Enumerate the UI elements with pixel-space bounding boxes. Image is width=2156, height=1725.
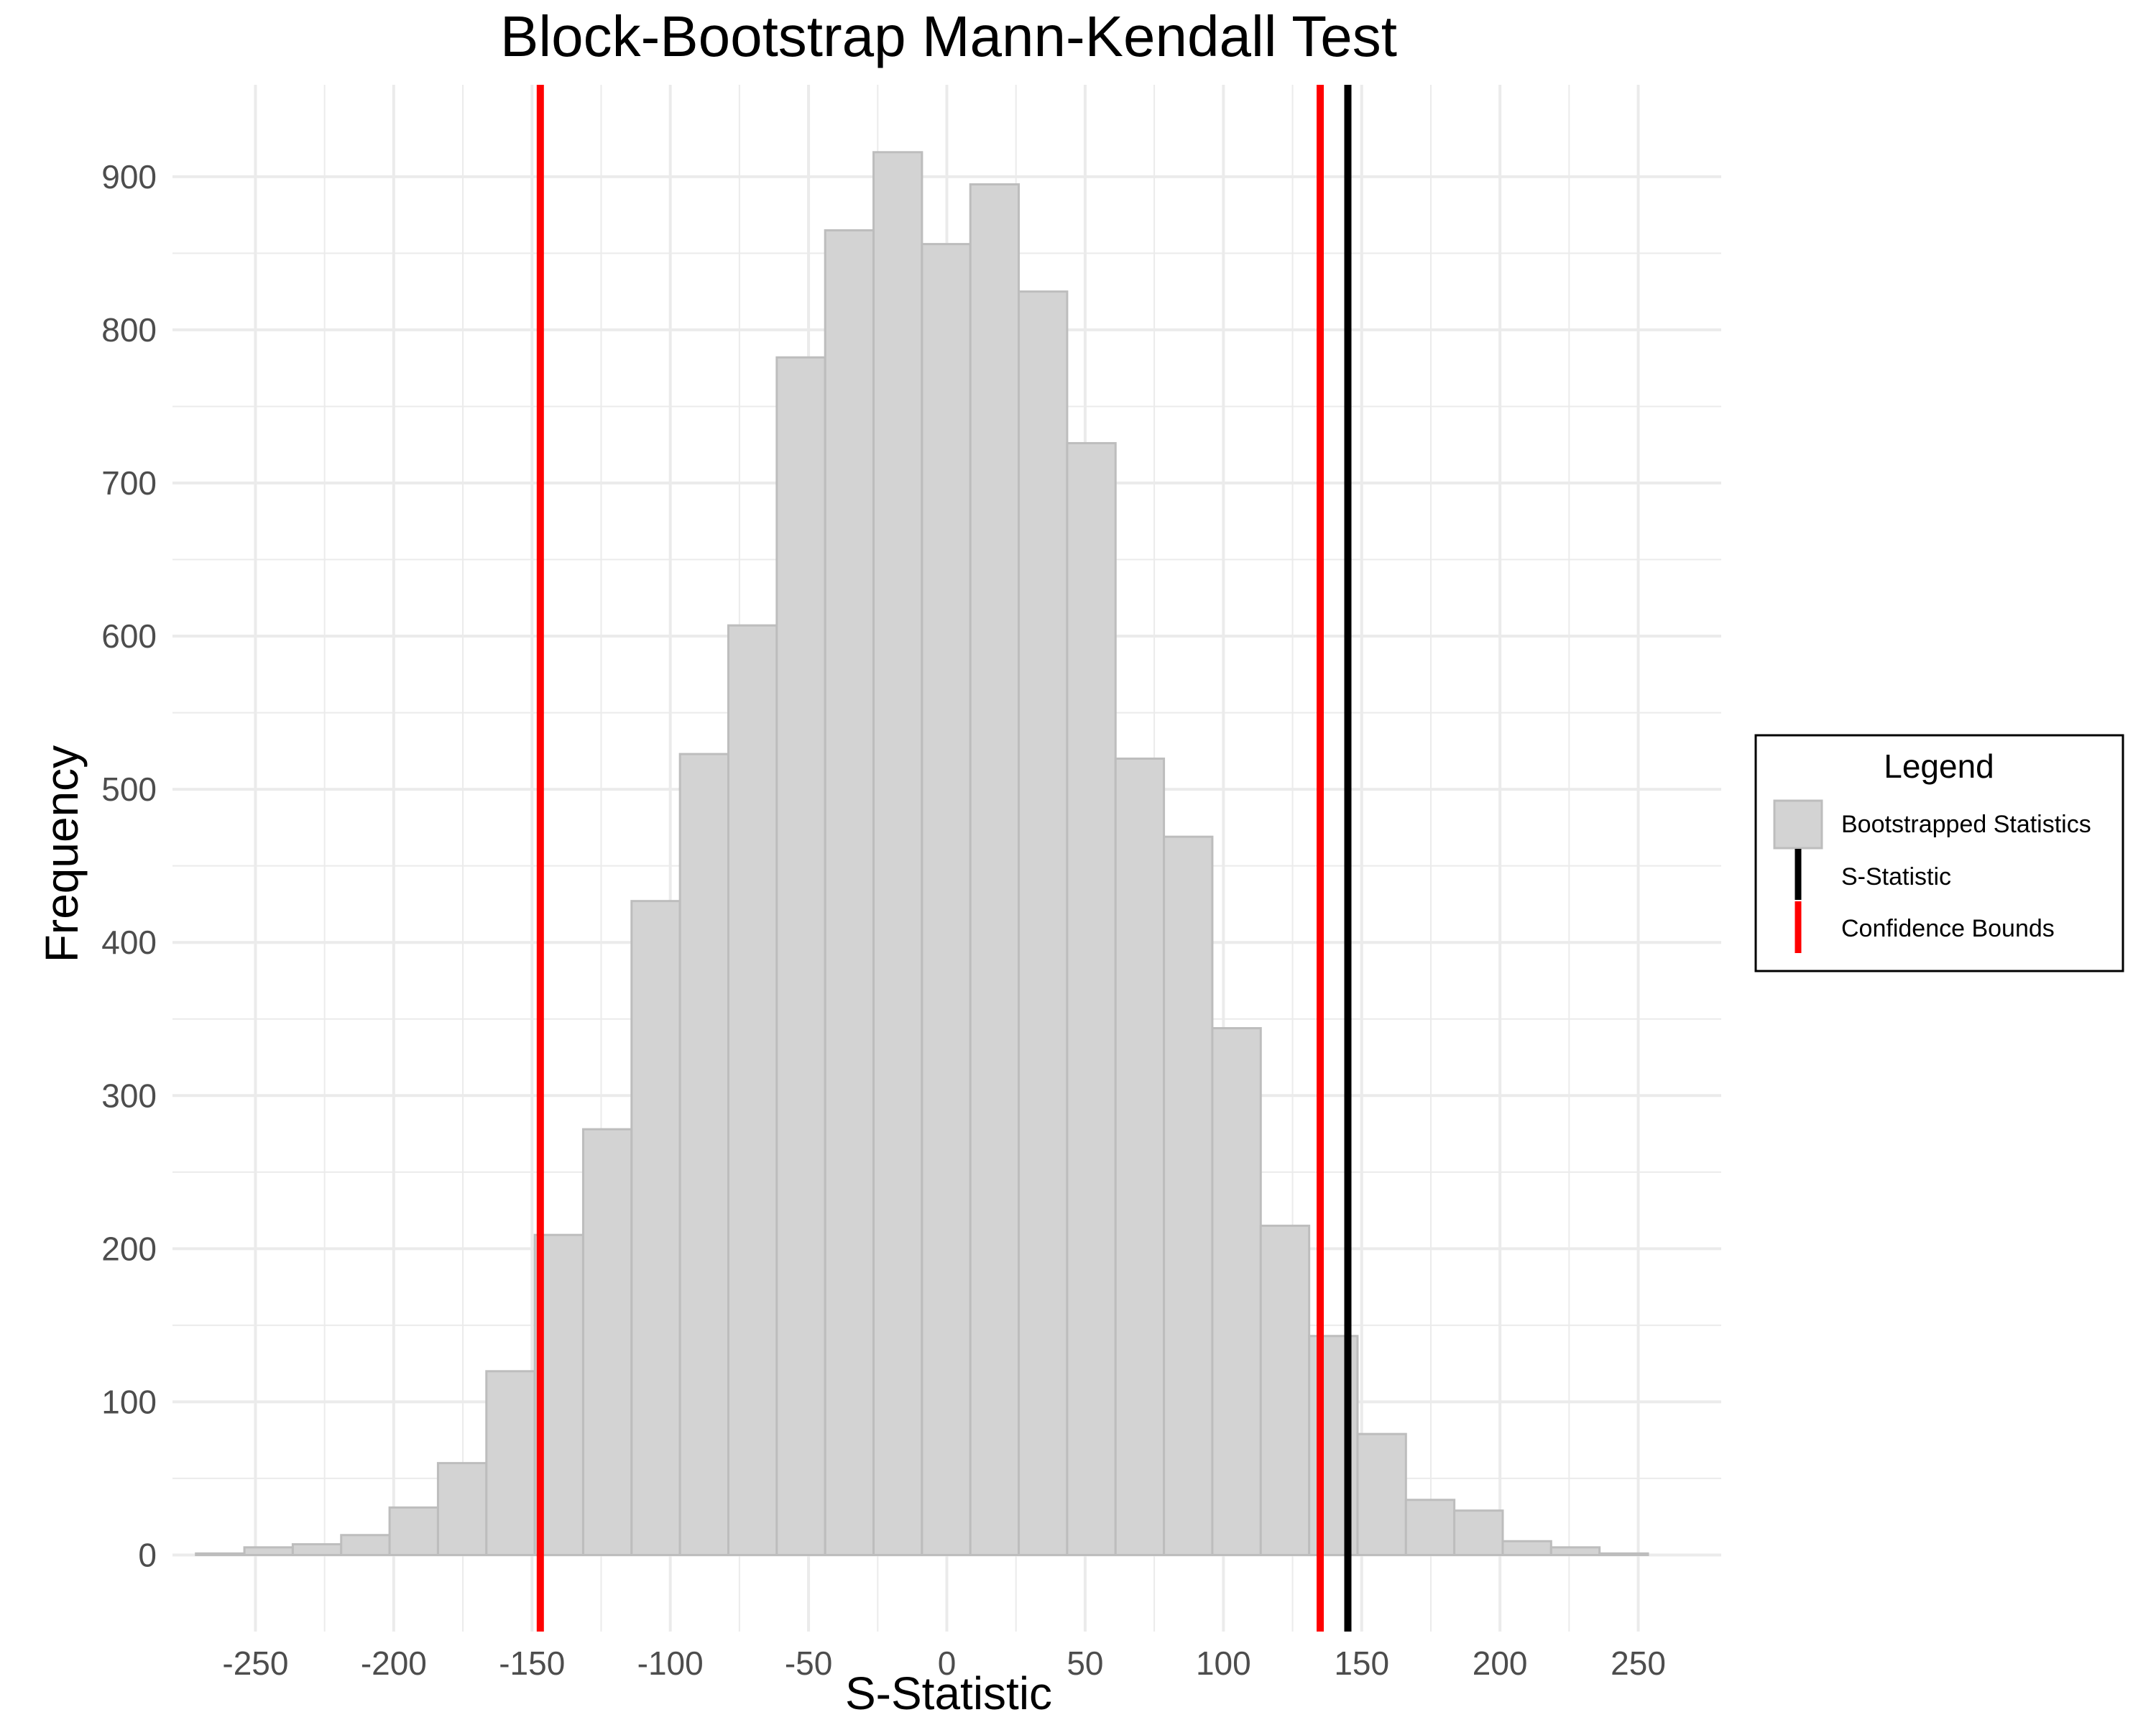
histogram-bar	[436, 1462, 488, 1556]
legend-label-confidence-bounds: Confidence Bounds	[1841, 915, 2055, 942]
y-tick-label: 400	[101, 924, 157, 961]
histogram-bar	[1501, 1540, 1552, 1556]
histogram-bar	[630, 900, 681, 1556]
y-tick-label: 900	[101, 158, 157, 196]
tick-labels-layer: -250 -200 -150 -100 -50 0 50 100 150 200 250 0 100 20…	[101, 158, 1666, 1682]
x-tick-label: 100	[1196, 1644, 1251, 1682]
histogram-bar	[485, 1370, 536, 1556]
histogram-bar	[388, 1506, 439, 1556]
legend-box	[1754, 734, 2124, 972]
histogram-bar	[1066, 442, 1117, 1556]
chart-title: Block-Bootstrap Mann-Kendall Test	[500, 4, 1397, 68]
x-tick-label: -250	[222, 1644, 288, 1682]
x-axis-title: S-Statistic	[845, 1668, 1052, 1719]
histogram-bar	[1356, 1432, 1407, 1556]
histogram-bar	[243, 1546, 294, 1556]
histogram-bar	[581, 1128, 633, 1556]
histogram-bar	[775, 356, 826, 1556]
legend-label-s-statistic: S-Statistic	[1841, 863, 1951, 891]
x-tick-label: -50	[785, 1644, 832, 1682]
histogram-bar	[1163, 835, 1214, 1556]
y-axis-title: Frequency	[36, 745, 88, 962]
histogram-bar	[969, 183, 1021, 1556]
legend-swatch-bootstrapped	[1773, 799, 1823, 850]
x-tick-label: -150	[499, 1644, 565, 1682]
reference-lines-layer	[536, 85, 1352, 1632]
bars-layer	[195, 151, 1649, 1556]
histogram-bar	[1259, 1224, 1311, 1556]
legend-label-bootstrapped: Bootstrapped Statistics	[1841, 811, 2091, 838]
histogram-bar	[1018, 290, 1069, 1556]
y-tick-label: 200	[101, 1230, 157, 1267]
histogram-bar	[678, 753, 729, 1556]
y-tick-label: 500	[101, 770, 157, 808]
histogram-bar	[872, 151, 923, 1556]
histogram-bar	[340, 1534, 391, 1556]
x-tick-label: 250	[1611, 1644, 1666, 1682]
histogram-bar	[1598, 1552, 1649, 1556]
x-tick-label: 50	[1067, 1644, 1103, 1682]
x-tick-label: 0	[938, 1644, 957, 1682]
histogram-bar	[727, 624, 778, 1556]
histogram-bar	[195, 1552, 246, 1556]
y-tick-label: 700	[101, 464, 157, 502]
histogram-bar	[921, 243, 972, 1556]
histogram-bar	[1114, 758, 1166, 1556]
histogram-bar	[1549, 1546, 1601, 1556]
y-tick-label: 100	[101, 1383, 157, 1420]
legend: Legend Bootstrapped Statistics S-Statist…	[1754, 734, 2124, 972]
histogram-bar	[291, 1543, 343, 1556]
y-tick-label: 600	[101, 617, 157, 655]
histogram-bar	[1453, 1509, 1504, 1556]
x-tick-label: -100	[637, 1644, 704, 1682]
histogram-bar	[1404, 1499, 1456, 1556]
x-tick-label: 150	[1334, 1644, 1389, 1682]
y-tick-label: 800	[101, 311, 157, 349]
legend-title: Legend	[1884, 748, 1994, 785]
y-tick-label: 300	[101, 1077, 157, 1114]
x-tick-label: -200	[361, 1644, 427, 1682]
x-tick-label: 200	[1473, 1644, 1528, 1682]
histogram-bar	[1211, 1027, 1262, 1556]
histogram-bar	[824, 229, 875, 1556]
y-tick-label: 0	[138, 1536, 157, 1573]
